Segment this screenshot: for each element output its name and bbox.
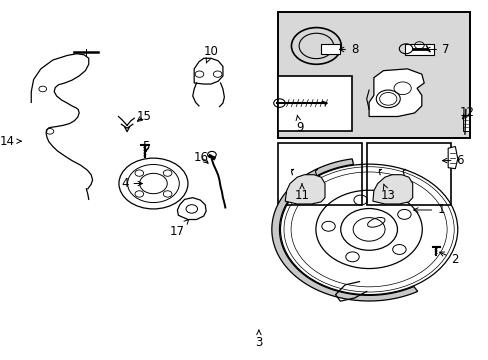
Polygon shape xyxy=(271,159,417,301)
Text: 10: 10 xyxy=(203,45,218,63)
Text: 6: 6 xyxy=(442,154,463,167)
Text: 3: 3 xyxy=(255,330,262,349)
Text: 11: 11 xyxy=(294,184,309,202)
Polygon shape xyxy=(368,69,424,117)
Text: 5: 5 xyxy=(142,140,150,153)
Bar xyxy=(404,44,433,55)
Text: 2: 2 xyxy=(439,252,458,266)
Text: 4: 4 xyxy=(121,177,142,190)
Polygon shape xyxy=(177,198,206,220)
Bar xyxy=(278,143,361,205)
Bar xyxy=(462,115,468,131)
Bar xyxy=(321,44,340,54)
Text: 8: 8 xyxy=(339,43,358,56)
Text: 1: 1 xyxy=(413,203,444,216)
Polygon shape xyxy=(285,175,325,204)
Bar xyxy=(366,143,449,205)
Text: 13: 13 xyxy=(380,184,395,202)
Bar xyxy=(278,76,351,131)
Text: 17: 17 xyxy=(169,220,188,238)
Text: 14: 14 xyxy=(0,135,21,148)
Text: 16: 16 xyxy=(193,150,208,163)
Text: 7: 7 xyxy=(425,43,448,56)
Text: 9: 9 xyxy=(295,115,303,134)
Polygon shape xyxy=(447,147,457,169)
Polygon shape xyxy=(372,175,412,204)
Polygon shape xyxy=(194,58,223,84)
Text: 12: 12 xyxy=(459,107,474,120)
Text: 15: 15 xyxy=(136,110,151,123)
Bar xyxy=(278,13,469,138)
